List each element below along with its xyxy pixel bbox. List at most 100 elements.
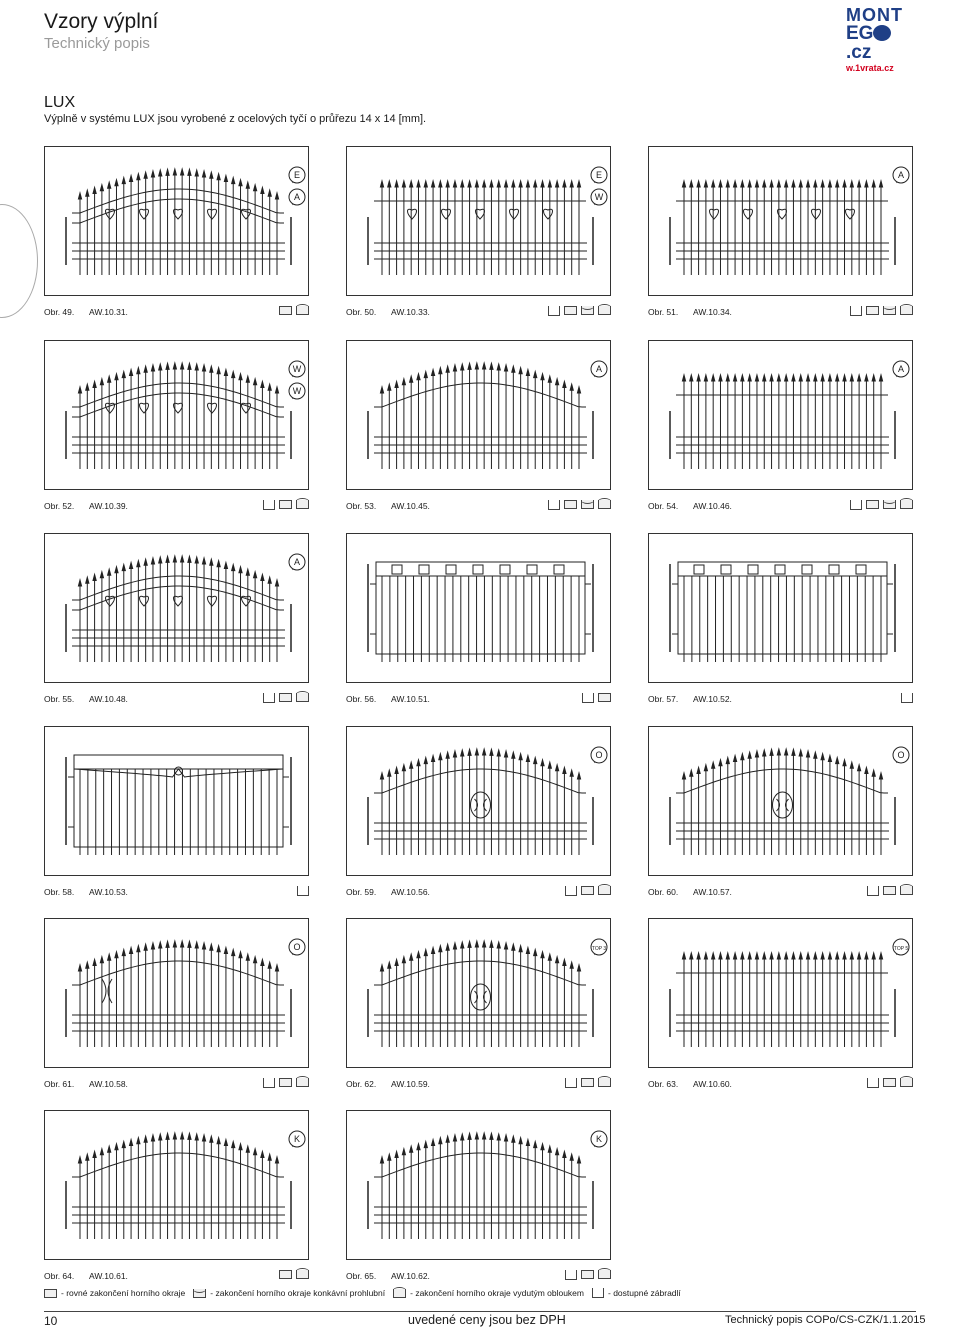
fence-drawing: TOP 5 <box>669 938 910 1047</box>
fence-drawing: K <box>65 1130 306 1239</box>
variant-icons <box>565 884 611 896</box>
panel-caption: Obr. 51. AW.10.34. <box>648 304 913 320</box>
fence-drawing: O <box>65 938 306 1047</box>
fence-panel-AW-10-59: TOP 3 <box>346 918 611 1068</box>
detail-label-0: O <box>897 750 904 760</box>
figure-number: Obr. 63. <box>648 1079 679 1089</box>
product-code: AW.10.60. <box>693 1079 732 1089</box>
flat-top-icon <box>564 306 577 315</box>
arc-top-icon <box>296 304 309 315</box>
footer-divider <box>44 1311 916 1312</box>
rail-top-icon <box>548 500 560 510</box>
product-code: AW.10.58. <box>89 1079 128 1089</box>
flat-top-icon <box>279 1270 292 1279</box>
detail-label-0: K <box>596 1134 602 1144</box>
arc-top-icon <box>598 1076 611 1087</box>
page-subtitle: Technický popis <box>44 35 150 52</box>
panel-caption: Obr. 49. AW.10.31. <box>44 304 309 320</box>
fence-drawing: K <box>367 1130 608 1239</box>
detail-label-0: TOP 5 <box>894 946 908 952</box>
detail-label-0: A <box>596 364 602 374</box>
legend-item-rail: - dostupné zábradlí <box>592 1288 681 1298</box>
panel-caption: Obr. 55. AW.10.48. <box>44 691 309 707</box>
product-code: AW.10.33. <box>391 307 430 317</box>
figure-number: Obr. 62. <box>346 1079 377 1089</box>
fence-panel-AW-10-34: A <box>648 146 913 296</box>
detail-label-1: W <box>293 386 302 396</box>
flat-top-icon <box>279 306 292 315</box>
figure-number: Obr. 54. <box>648 501 679 511</box>
detail-label-0: W <box>293 364 302 374</box>
fence-panel-AW-10-62: K <box>346 1110 611 1260</box>
footer-document-id: Technický popis COPo/CS-CZK/1.1.2015 <box>725 1314 926 1326</box>
product-code: AW.10.53. <box>89 887 128 897</box>
fence-drawing: TOP 3 <box>367 938 608 1047</box>
figure-number: Obr. 65. <box>346 1271 377 1281</box>
product-code: AW.10.62. <box>391 1271 430 1281</box>
figure-number: Obr. 49. <box>44 307 75 317</box>
variant-icons <box>279 1268 309 1279</box>
legend-item-flat: - rovné zakončení horního okraje <box>44 1288 185 1298</box>
fence-drawing: O <box>367 746 608 855</box>
fence-panel-AW-10-45: A <box>346 340 611 490</box>
arc-top-icon <box>598 304 611 315</box>
rail-top-icon <box>548 306 560 316</box>
panel-caption: Obr. 64. AW.10.61. <box>44 1268 309 1284</box>
rail-top-icon <box>850 306 862 316</box>
concave-top-icon <box>581 500 594 509</box>
fence-panel-AW-10-53 <box>44 726 309 876</box>
product-code: AW.10.51. <box>391 694 430 704</box>
variant-icons <box>582 693 611 703</box>
panel-caption: Obr. 53. AW.10.45. <box>346 498 611 514</box>
legend-text: - zakončení horního okraje konkávní proh… <box>210 1288 386 1298</box>
detail-label-0: O <box>595 750 602 760</box>
section-title: LUX <box>44 94 76 111</box>
figure-number: Obr. 55. <box>44 694 75 704</box>
product-code: AW.10.45. <box>391 501 430 511</box>
legend-item-arc: - zakončení horního okraje vydutým oblou… <box>393 1286 584 1298</box>
product-code: AW.10.48. <box>89 694 128 704</box>
product-code: AW.10.59. <box>391 1079 430 1089</box>
detail-label-0: O <box>293 942 300 952</box>
panel-caption: Obr. 58. AW.10.53. <box>44 886 309 900</box>
arc-top-icon <box>598 498 611 509</box>
arc-top-icon <box>900 1076 913 1087</box>
variant-icons <box>548 304 611 316</box>
figure-number: Obr. 59. <box>346 887 377 897</box>
detail-label-0: TOP 3 <box>592 946 606 952</box>
panel-caption: Obr. 65. AW.10.62. <box>346 1268 611 1284</box>
legend-text: - zakončení horního okraje vydutým oblou… <box>410 1288 584 1298</box>
logo-ball-icon <box>873 25 892 41</box>
detail-label-0: K <box>294 1134 300 1144</box>
variant-icons <box>263 691 309 703</box>
flat-top-icon <box>279 1078 292 1087</box>
variant-icons <box>901 693 913 703</box>
arc-top-icon <box>598 884 611 895</box>
rail-top-icon <box>263 693 275 703</box>
fence-drawing: A <box>669 360 910 469</box>
variant-icons <box>850 498 913 510</box>
rail-top-icon <box>565 886 577 896</box>
figure-number: Obr. 53. <box>346 501 377 511</box>
rail-top-icon <box>565 1078 577 1088</box>
panel-caption: Obr. 61. AW.10.58. <box>44 1076 309 1092</box>
variant-icons <box>279 304 309 315</box>
detail-label-0: A <box>294 557 300 567</box>
panel-caption: Obr. 62. AW.10.59. <box>346 1076 611 1092</box>
logo-line1: MONT <box>846 5 903 25</box>
fence-panel-AW-10-61: K <box>44 1110 309 1260</box>
rail-top-icon <box>850 500 862 510</box>
arc-top-icon <box>900 884 913 895</box>
flat-top-icon <box>279 500 292 509</box>
rail-top-icon <box>901 693 913 703</box>
arc-top-icon <box>393 1286 407 1298</box>
product-code: AW.10.56. <box>391 887 430 897</box>
variant-icons <box>548 498 611 510</box>
arc-top-icon <box>296 691 309 702</box>
flat-top-icon <box>581 886 594 895</box>
flat-top-icon <box>598 693 611 702</box>
montego-logo: MONT EG.cz w.1vrata.cz <box>846 5 914 73</box>
fence-panel-AW-10-51 <box>346 533 611 683</box>
